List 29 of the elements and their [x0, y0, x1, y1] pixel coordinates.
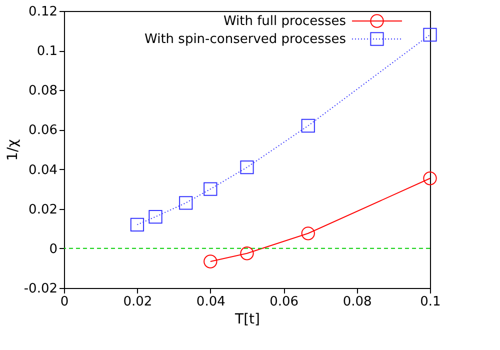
- point: [240, 246, 254, 260]
- y-tick-label: 0.12: [28, 4, 58, 20]
- point: [301, 226, 315, 240]
- x-axis-title: T[t]: [234, 312, 260, 328]
- y-tick-label: -0.02: [24, 282, 58, 296]
- x-tick-label: 0.06: [270, 294, 299, 310]
- point: [204, 254, 218, 268]
- point: [301, 118, 315, 133]
- x-tick-label: 0.08: [342, 294, 372, 310]
- x-tick-label: 0.04: [196, 294, 226, 310]
- point: [423, 172, 437, 186]
- point: [130, 218, 144, 232]
- point: [148, 210, 162, 224]
- y-tick-label: 0: [49, 242, 58, 257]
- y-tick-label: 0.02: [28, 202, 58, 218]
- y-axis-title: 1/χ: [4, 139, 21, 161]
- point: [423, 28, 437, 42]
- legend-label: With spin-conserved processes: [144, 32, 346, 47]
- point: [179, 196, 193, 210]
- y-tick-label: 0.1: [36, 44, 58, 60]
- point: [204, 182, 218, 196]
- y-tick-label: 0.08: [28, 84, 58, 99]
- x-tick-label: 0.02: [123, 294, 152, 310]
- y-tick-label: 0.06: [28, 123, 58, 138]
- x-tick-label: 0.1: [420, 294, 441, 310]
- y-tick-label: 0.04: [28, 162, 58, 178]
- legend-label: With full processes: [223, 14, 346, 29]
- point: [240, 160, 254, 174]
- x-tick-label: 0: [60, 294, 69, 310]
